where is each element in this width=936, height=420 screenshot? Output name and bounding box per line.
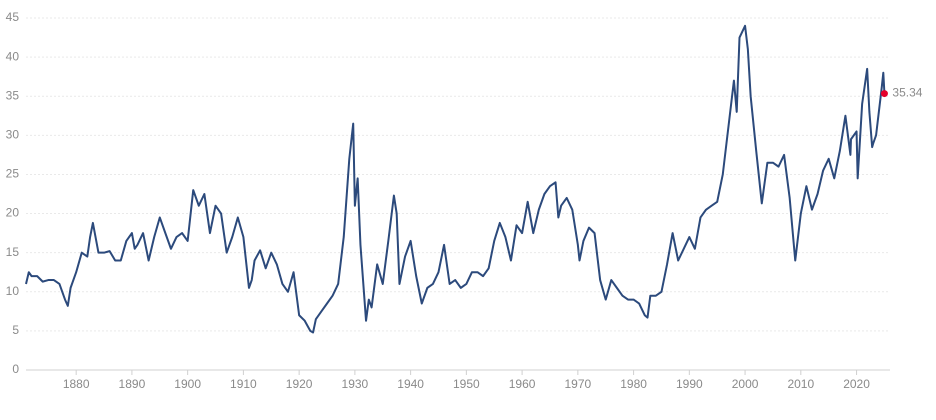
x-tick-label: 2020 — [843, 377, 870, 391]
x-tick-label: 1930 — [342, 377, 369, 391]
y-tick-label: 20 — [6, 206, 20, 220]
y-tick-label: 15 — [6, 245, 20, 259]
x-tick-label: 1980 — [620, 377, 647, 391]
x-tick-label: 1950 — [453, 377, 480, 391]
x-tick-label: 1920 — [286, 377, 313, 391]
x-tick-label: 1940 — [397, 377, 424, 391]
line — [25, 24, 886, 334]
x-tick-label: 2010 — [787, 377, 814, 391]
last-value-label: 35.34 — [892, 86, 922, 100]
x-tick-label: 1880 — [63, 377, 90, 391]
y-tick-label: 5 — [12, 323, 19, 337]
y-tick-label: 35 — [6, 88, 20, 102]
y-tick-label: 0 — [12, 362, 19, 376]
y-tick-label: 40 — [6, 49, 20, 63]
y-tick-label: 10 — [6, 284, 20, 298]
y-tick-label: 25 — [6, 167, 20, 181]
last-point — [880, 90, 888, 98]
x-tick-label: 1900 — [174, 377, 201, 391]
x-tick-label: 1970 — [564, 377, 591, 391]
x-tick-label: 1990 — [676, 377, 703, 391]
x-tick-label: 2000 — [732, 377, 759, 391]
y-tick-label: 45 — [6, 10, 20, 24]
x-tick-label: 1910 — [230, 377, 257, 391]
x-tick-label: 1960 — [509, 377, 536, 391]
y-tick-label: 30 — [6, 128, 20, 142]
x-tick-label: 1890 — [119, 377, 146, 391]
